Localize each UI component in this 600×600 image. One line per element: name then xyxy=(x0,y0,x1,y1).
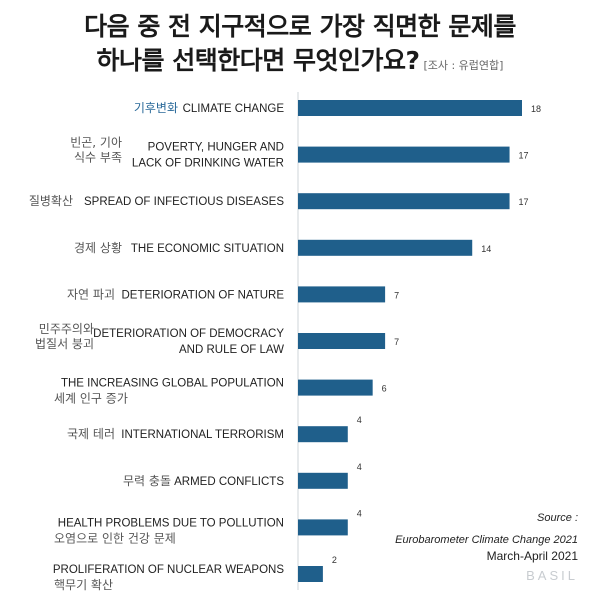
category-label-en-7: THE INCREASING GLOBAL POPULATION xyxy=(61,378,284,390)
category-label-ko-4-1: 경제 상황 xyxy=(74,241,122,255)
category-label-ko-10: 오염으로 인한 건강 문제 xyxy=(54,531,176,545)
value-label-8: 4 xyxy=(357,415,362,425)
category-label-ko-2-1: 빈곤, 기아 xyxy=(70,136,122,150)
brand-watermark: BASIL xyxy=(526,568,578,583)
category-label-en-6-2: AND RULE OF LAW xyxy=(179,344,284,356)
category-label-en-9-1: ARMED CONFLICTS xyxy=(174,476,284,488)
bar-1 xyxy=(298,100,522,116)
category-label-ko-6-1: 민주주의와 xyxy=(39,322,94,336)
survey-note: [조사 : 유럽연합] xyxy=(423,59,504,72)
category-label-ko-6-2: 법질서 붕괴 xyxy=(35,337,94,351)
category-label-en-1-1: CLIMATE CHANGE xyxy=(183,103,285,115)
value-label-2: 17 xyxy=(519,151,529,161)
bar-3 xyxy=(298,193,510,210)
category-label-en-5-1: DETERIORATION OF NATURE xyxy=(122,289,285,301)
category-label-ko-11: 핵무기 확산 xyxy=(54,578,113,592)
bar-2 xyxy=(298,146,510,163)
chart-title: 다음 중 전 지구적으로 가장 직면한 문제를 하나를 선택한다면 무엇인가요?… xyxy=(0,10,600,83)
bar-7 xyxy=(298,379,373,396)
source-label: Source : xyxy=(537,512,578,524)
source-name: Eurobarometer Climate Change 2021 xyxy=(395,534,578,546)
category-label-ko-8-1: 국제 테러 xyxy=(67,427,115,441)
category-label-en-8-1: INTERNATIONAL TERRORISM xyxy=(121,429,284,441)
bar-4 xyxy=(298,239,473,256)
category-label-ko-5-1: 자연 파괴 xyxy=(67,287,115,301)
category-label-ko-7: 세계 인구 증가 xyxy=(54,392,128,406)
title-line-2: 하나를 선택한다면 무엇인가요? [조사 : 유럽연합] xyxy=(0,44,600,83)
category-label-en-10: HEALTH PROBLEMS DUE TO POLLUTION xyxy=(58,517,284,529)
category-label-en-4-1: THE ECONOMIC SITUATION xyxy=(131,243,284,255)
value-label-7: 6 xyxy=(382,384,387,394)
category-label-ko-3-1: 질병확산 xyxy=(29,194,73,208)
source-date: March-April 2021 xyxy=(486,549,578,563)
value-label-11: 2 xyxy=(332,555,337,565)
value-label-1: 18 xyxy=(531,104,541,114)
value-label-4: 14 xyxy=(481,244,491,254)
category-label-en-2-2: LACK OF DRINKING WATER xyxy=(132,158,284,170)
category-label-ko-9-1: 무력 충돌 xyxy=(123,474,171,488)
bar-6 xyxy=(298,333,386,349)
value-label-10: 4 xyxy=(357,508,362,518)
category-label-ko-1-1: 기후변화 xyxy=(134,101,178,115)
source-block: Source : Eurobarometer Climate Change 20… xyxy=(395,510,578,564)
category-label-en-3-1: SPREAD OF INFECTIOUS DISEASES xyxy=(84,196,284,208)
category-label-ko-2-2: 식수 부족 xyxy=(74,151,122,165)
category-label-en-2-1: POVERTY, HUNGER AND xyxy=(148,142,284,154)
bar-5 xyxy=(298,286,386,303)
value-label-3: 17 xyxy=(519,197,529,207)
bar-8 xyxy=(298,426,348,443)
bar-11 xyxy=(298,566,323,582)
value-label-5: 7 xyxy=(394,290,399,300)
category-label-en-11: PROLIFERATION OF NUCLEAR WEAPONS xyxy=(53,564,284,576)
bar-10 xyxy=(298,519,348,536)
category-label-en-6-1: DETERIORATION OF DEMOCRACY xyxy=(93,328,284,340)
title-line-1: 다음 중 전 지구적으로 가장 직면한 문제를 xyxy=(84,12,516,41)
value-label-9: 4 xyxy=(357,462,362,472)
value-label-6: 7 xyxy=(394,337,399,347)
title-line-2-text: 하나를 선택한다면 무엇인가요? xyxy=(96,46,420,75)
bar-9 xyxy=(298,472,348,489)
